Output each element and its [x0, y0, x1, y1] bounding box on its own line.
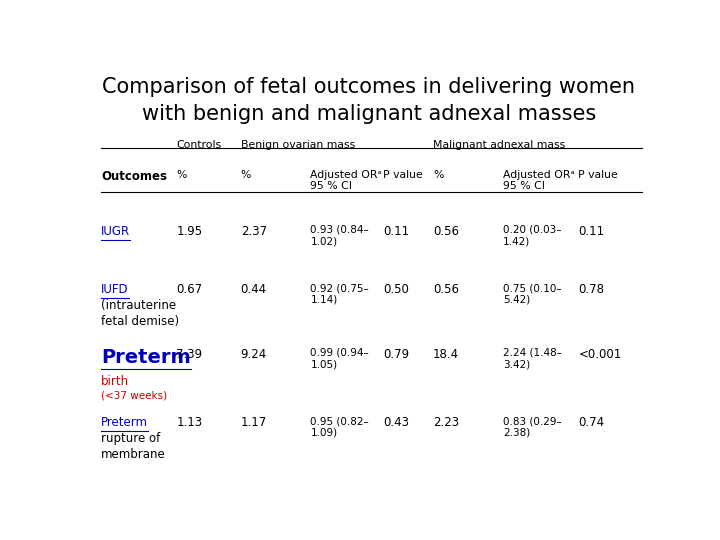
- Text: Controls: Controls: [176, 140, 222, 151]
- Text: 0.11: 0.11: [578, 225, 604, 238]
- Text: 1.13: 1.13: [176, 416, 202, 429]
- Text: 0.92 (0.75–
1.14): 0.92 (0.75– 1.14): [310, 283, 369, 305]
- Text: 0.56: 0.56: [433, 283, 459, 296]
- Text: 0.11: 0.11: [383, 225, 409, 238]
- Text: <0.001: <0.001: [578, 348, 621, 361]
- Text: 0.43: 0.43: [383, 416, 409, 429]
- Text: Malignant adnexal mass: Malignant adnexal mass: [433, 140, 565, 151]
- Text: 0.67: 0.67: [176, 283, 202, 296]
- Text: Comparison of fetal outcomes in delivering women: Comparison of fetal outcomes in deliveri…: [102, 77, 636, 97]
- Text: 0.95 (0.82–
1.09): 0.95 (0.82– 1.09): [310, 416, 369, 438]
- Text: 2.23: 2.23: [433, 416, 459, 429]
- Text: 2.37: 2.37: [240, 225, 267, 238]
- Text: 0.74: 0.74: [578, 416, 604, 429]
- Text: %: %: [433, 170, 444, 180]
- Text: 0.75 (0.10–
5.42): 0.75 (0.10– 5.42): [503, 283, 562, 305]
- Text: IUFD: IUFD: [101, 283, 129, 296]
- Text: 0.78: 0.78: [578, 283, 604, 296]
- Text: (intrauterine: (intrauterine: [101, 299, 176, 312]
- Text: 0.79: 0.79: [383, 348, 409, 361]
- Text: IUGR: IUGR: [101, 225, 130, 238]
- Text: 2.24 (1.48–
3.42): 2.24 (1.48– 3.42): [503, 348, 562, 369]
- Text: (<37 weeks): (<37 weeks): [101, 390, 167, 400]
- Text: 0.99 (0.94–
1.05): 0.99 (0.94– 1.05): [310, 348, 369, 369]
- Text: 0.44: 0.44: [240, 283, 267, 296]
- Text: P value: P value: [578, 170, 618, 180]
- Text: 0.83 (0.29–
2.38): 0.83 (0.29– 2.38): [503, 416, 562, 438]
- Text: membrane: membrane: [101, 448, 166, 461]
- Text: 1.95: 1.95: [176, 225, 202, 238]
- Text: fetal demise): fetal demise): [101, 315, 179, 328]
- Text: Preterm: Preterm: [101, 348, 191, 367]
- Text: birth: birth: [101, 375, 130, 388]
- Text: 18.4: 18.4: [433, 348, 459, 361]
- Text: rupture of: rupture of: [101, 432, 161, 445]
- Text: 0.50: 0.50: [383, 283, 409, 296]
- Text: %: %: [240, 170, 251, 180]
- Text: Adjusted ORᵃ
95 % CI: Adjusted ORᵃ 95 % CI: [310, 170, 382, 191]
- Text: 0.56: 0.56: [433, 225, 459, 238]
- Text: 0.93 (0.84–
1.02): 0.93 (0.84– 1.02): [310, 225, 369, 246]
- Text: P value: P value: [383, 170, 423, 180]
- Text: Outcomes: Outcomes: [101, 170, 167, 183]
- Text: 1.17: 1.17: [240, 416, 267, 429]
- Text: 9.24: 9.24: [240, 348, 267, 361]
- Text: Adjusted ORᵃ
95 % CI: Adjusted ORᵃ 95 % CI: [503, 170, 575, 191]
- Text: %: %: [176, 170, 187, 180]
- Text: Preterm: Preterm: [101, 416, 148, 429]
- Text: 0.20 (0.03–
1.42): 0.20 (0.03– 1.42): [503, 225, 562, 246]
- Text: with benign and malignant adnexal masses: with benign and malignant adnexal masses: [142, 104, 596, 124]
- Text: Benign ovarian mass: Benign ovarian mass: [240, 140, 355, 151]
- Text: 7.39: 7.39: [176, 348, 202, 361]
